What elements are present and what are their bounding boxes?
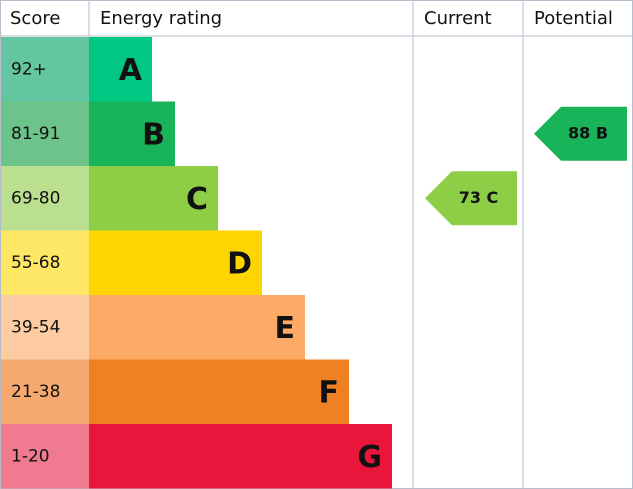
rating-bar	[89, 424, 392, 489]
rating-letter: F	[319, 375, 340, 410]
current-arrow	[425, 171, 517, 226]
rating-bar	[89, 166, 218, 231]
rating-letter: C	[186, 182, 208, 217]
score-label: 21-38	[11, 382, 60, 402]
rating-letter: A	[119, 53, 143, 88]
score-cell	[1, 424, 89, 489]
rating-bar	[89, 295, 305, 360]
potential-label: 88 B	[568, 123, 608, 142]
score-cell	[1, 295, 89, 360]
score-cell	[1, 166, 89, 231]
rating-bar	[89, 359, 349, 424]
header-current: Current	[424, 8, 492, 29]
rating-bar	[89, 37, 152, 102]
header-rating: Energy rating	[100, 8, 222, 29]
rating-bar	[89, 230, 262, 295]
score-label: 1-20	[11, 446, 50, 466]
score-label: 92+	[11, 59, 47, 79]
header-score: Score	[10, 8, 60, 29]
rating-letter: D	[227, 246, 252, 281]
rating-letter: E	[275, 311, 296, 346]
score-label: 55-68	[11, 253, 60, 273]
score-cell	[1, 359, 89, 424]
rating-bar	[89, 101, 175, 166]
rating-letter: B	[142, 117, 165, 152]
score-cell	[1, 37, 89, 102]
current-label: 73 C	[459, 188, 499, 207]
score-label: 81-91	[11, 124, 60, 144]
potential-arrow	[534, 106, 627, 161]
score-label: 69-80	[11, 188, 60, 208]
score-label: 39-54	[11, 317, 60, 337]
score-cell	[1, 230, 89, 295]
rating-letter: G	[357, 440, 382, 475]
header-potential: Potential	[534, 8, 613, 29]
score-cell	[1, 101, 89, 166]
